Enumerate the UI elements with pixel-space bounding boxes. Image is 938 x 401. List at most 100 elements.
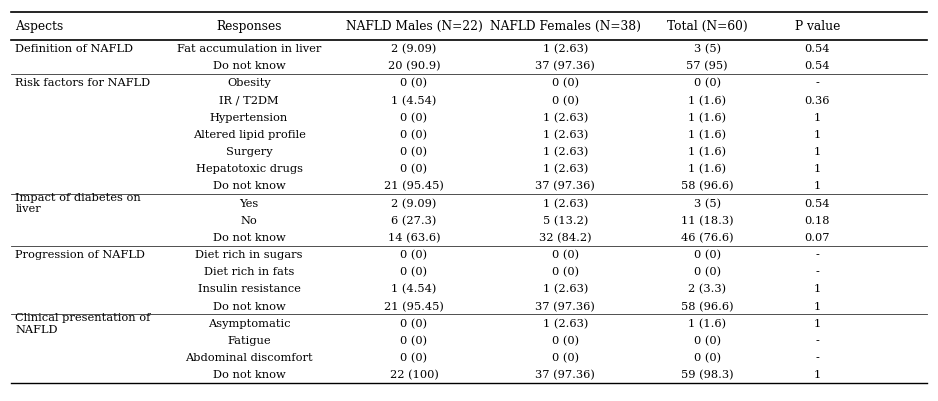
Text: Obesity: Obesity [227, 78, 271, 88]
Text: Definition of NAFLD: Definition of NAFLD [15, 44, 133, 54]
Text: 46 (76.6): 46 (76.6) [681, 232, 734, 243]
Text: No: No [241, 215, 257, 225]
Text: -: - [815, 335, 819, 345]
Text: 0 (0): 0 (0) [552, 335, 579, 345]
Text: 3 (5): 3 (5) [694, 198, 721, 208]
Text: -: - [815, 78, 819, 88]
Text: 1 (2.63): 1 (2.63) [542, 284, 588, 294]
Text: Progression of NAFLD: Progression of NAFLD [15, 249, 145, 259]
Text: 0 (0): 0 (0) [401, 335, 428, 345]
Text: 1: 1 [813, 164, 821, 174]
Text: 0 (0): 0 (0) [552, 249, 579, 259]
Text: NAFLD Females (N=38): NAFLD Females (N=38) [490, 20, 641, 33]
Text: 0 (0): 0 (0) [694, 352, 721, 363]
Text: 0 (0): 0 (0) [552, 352, 579, 363]
Text: 1 (2.63): 1 (2.63) [542, 112, 588, 123]
Text: 2 (9.09): 2 (9.09) [391, 44, 437, 54]
Text: 1 (1.6): 1 (1.6) [688, 147, 726, 157]
Text: Impact of diabetes on
liver: Impact of diabetes on liver [15, 192, 141, 214]
Text: Abdominal discomfort: Abdominal discomfort [185, 352, 313, 362]
Text: 1 (4.54): 1 (4.54) [391, 284, 437, 294]
Text: -: - [815, 352, 819, 362]
Text: 58 (96.6): 58 (96.6) [681, 301, 734, 311]
Text: 0 (0): 0 (0) [401, 352, 428, 363]
Text: 0 (0): 0 (0) [401, 78, 428, 88]
Text: 1: 1 [813, 130, 821, 140]
Text: Hypertension: Hypertension [210, 113, 288, 122]
Text: 0 (0): 0 (0) [401, 249, 428, 259]
Text: 57 (95): 57 (95) [687, 61, 728, 71]
Text: Diet rich in fats: Diet rich in fats [204, 267, 295, 277]
Text: 22 (100): 22 (100) [389, 369, 438, 379]
Text: Diet rich in sugars: Diet rich in sugars [195, 249, 303, 259]
Text: 0.18: 0.18 [805, 215, 830, 225]
Text: Risk factors for NAFLD: Risk factors for NAFLD [15, 78, 150, 88]
Text: 0 (0): 0 (0) [694, 335, 721, 345]
Text: 1 (1.6): 1 (1.6) [688, 164, 726, 174]
Text: 0 (0): 0 (0) [552, 78, 579, 88]
Text: 1: 1 [813, 113, 821, 122]
Text: Insulin resistance: Insulin resistance [198, 284, 300, 294]
Text: 0 (0): 0 (0) [694, 249, 721, 259]
Text: Hepatotoxic drugs: Hepatotoxic drugs [195, 164, 303, 174]
Text: 59 (98.3): 59 (98.3) [681, 369, 734, 379]
Text: 1 (1.6): 1 (1.6) [688, 95, 726, 105]
Text: 37 (97.36): 37 (97.36) [536, 369, 596, 379]
Text: 37 (97.36): 37 (97.36) [536, 61, 596, 71]
Text: 3 (5): 3 (5) [694, 44, 721, 54]
Text: 0.54: 0.54 [805, 61, 830, 71]
Text: 2 (3.3): 2 (3.3) [688, 284, 726, 294]
Text: 0 (0): 0 (0) [401, 130, 428, 140]
Text: 37 (97.36): 37 (97.36) [536, 301, 596, 311]
Text: Yes: Yes [239, 198, 259, 208]
Text: Do not know: Do not know [213, 301, 285, 311]
Text: 1 (2.63): 1 (2.63) [542, 164, 588, 174]
Text: 21 (95.45): 21 (95.45) [384, 301, 444, 311]
Text: 1 (4.54): 1 (4.54) [391, 95, 437, 105]
Text: 14 (63.6): 14 (63.6) [387, 232, 440, 243]
Text: 11 (18.3): 11 (18.3) [681, 215, 734, 225]
Text: 0.54: 0.54 [805, 198, 830, 208]
Text: 1: 1 [813, 147, 821, 157]
Text: Do not know: Do not know [213, 181, 285, 191]
Text: 2 (9.09): 2 (9.09) [391, 198, 437, 208]
Text: 1: 1 [813, 181, 821, 191]
Text: 1: 1 [813, 284, 821, 294]
Text: Fat accumulation in liver: Fat accumulation in liver [177, 44, 321, 54]
Text: 1: 1 [813, 301, 821, 311]
Text: 0 (0): 0 (0) [401, 112, 428, 123]
Text: Clinical presentation of
NAFLD: Clinical presentation of NAFLD [15, 312, 151, 334]
Text: -: - [815, 267, 819, 277]
Text: 0 (0): 0 (0) [401, 266, 428, 277]
Text: P value: P value [794, 20, 840, 33]
Text: NAFLD Males (N=22): NAFLD Males (N=22) [345, 20, 482, 33]
Text: Total (N=60): Total (N=60) [667, 20, 748, 33]
Text: 0.54: 0.54 [805, 44, 830, 54]
Text: 0.36: 0.36 [805, 95, 830, 105]
Text: 0 (0): 0 (0) [694, 266, 721, 277]
Text: 6 (27.3): 6 (27.3) [391, 215, 437, 225]
Text: -: - [815, 249, 819, 259]
Text: 5 (13.2): 5 (13.2) [542, 215, 588, 225]
Text: 1 (2.63): 1 (2.63) [542, 44, 588, 54]
Text: 0 (0): 0 (0) [401, 318, 428, 328]
Text: IR / T2DM: IR / T2DM [219, 95, 279, 105]
Text: Asymptomatic: Asymptomatic [208, 318, 290, 328]
Text: 1 (1.6): 1 (1.6) [688, 112, 726, 123]
Text: Do not know: Do not know [213, 232, 285, 242]
Text: Responses: Responses [217, 20, 281, 33]
Text: 20 (90.9): 20 (90.9) [387, 61, 440, 71]
Text: 0 (0): 0 (0) [552, 266, 579, 277]
Text: 0 (0): 0 (0) [552, 95, 579, 105]
Text: Surgery: Surgery [226, 147, 272, 157]
Text: 1 (2.63): 1 (2.63) [542, 198, 588, 208]
Text: Altered lipid profile: Altered lipid profile [192, 130, 306, 140]
Text: 0 (0): 0 (0) [401, 164, 428, 174]
Text: 21 (95.45): 21 (95.45) [384, 181, 444, 191]
Text: Fatigue: Fatigue [227, 335, 271, 345]
Text: 1 (2.63): 1 (2.63) [542, 147, 588, 157]
Text: 0 (0): 0 (0) [401, 147, 428, 157]
Text: 58 (96.6): 58 (96.6) [681, 181, 734, 191]
Text: 0.07: 0.07 [805, 232, 830, 242]
Text: Aspects: Aspects [15, 20, 64, 33]
